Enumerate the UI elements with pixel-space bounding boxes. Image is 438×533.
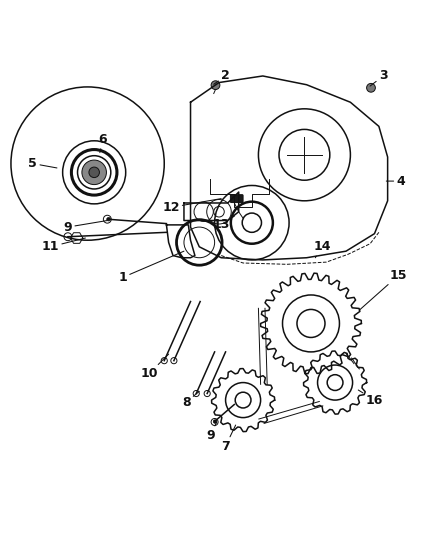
Text: 13: 13: [212, 216, 234, 231]
Text: 14: 14: [313, 240, 331, 258]
Text: 6: 6: [99, 133, 107, 152]
Text: 3: 3: [370, 69, 388, 86]
Circle shape: [367, 84, 375, 92]
Text: 4: 4: [386, 175, 405, 188]
Text: 15: 15: [359, 269, 407, 310]
Text: 7: 7: [221, 425, 236, 453]
Text: 9: 9: [206, 422, 217, 442]
Circle shape: [107, 217, 110, 221]
Text: 11: 11: [42, 238, 85, 253]
Text: 16: 16: [358, 390, 383, 407]
Text: 2: 2: [214, 69, 230, 84]
Text: 12: 12: [162, 199, 221, 214]
Circle shape: [82, 160, 106, 184]
Text: 9: 9: [64, 221, 107, 233]
Text: 10: 10: [140, 354, 169, 381]
Text: 5: 5: [28, 157, 57, 170]
Text: 8: 8: [182, 391, 199, 409]
Text: 1: 1: [118, 251, 184, 284]
Circle shape: [213, 420, 217, 423]
Circle shape: [211, 81, 220, 90]
FancyBboxPatch shape: [230, 195, 243, 203]
Circle shape: [89, 167, 99, 177]
